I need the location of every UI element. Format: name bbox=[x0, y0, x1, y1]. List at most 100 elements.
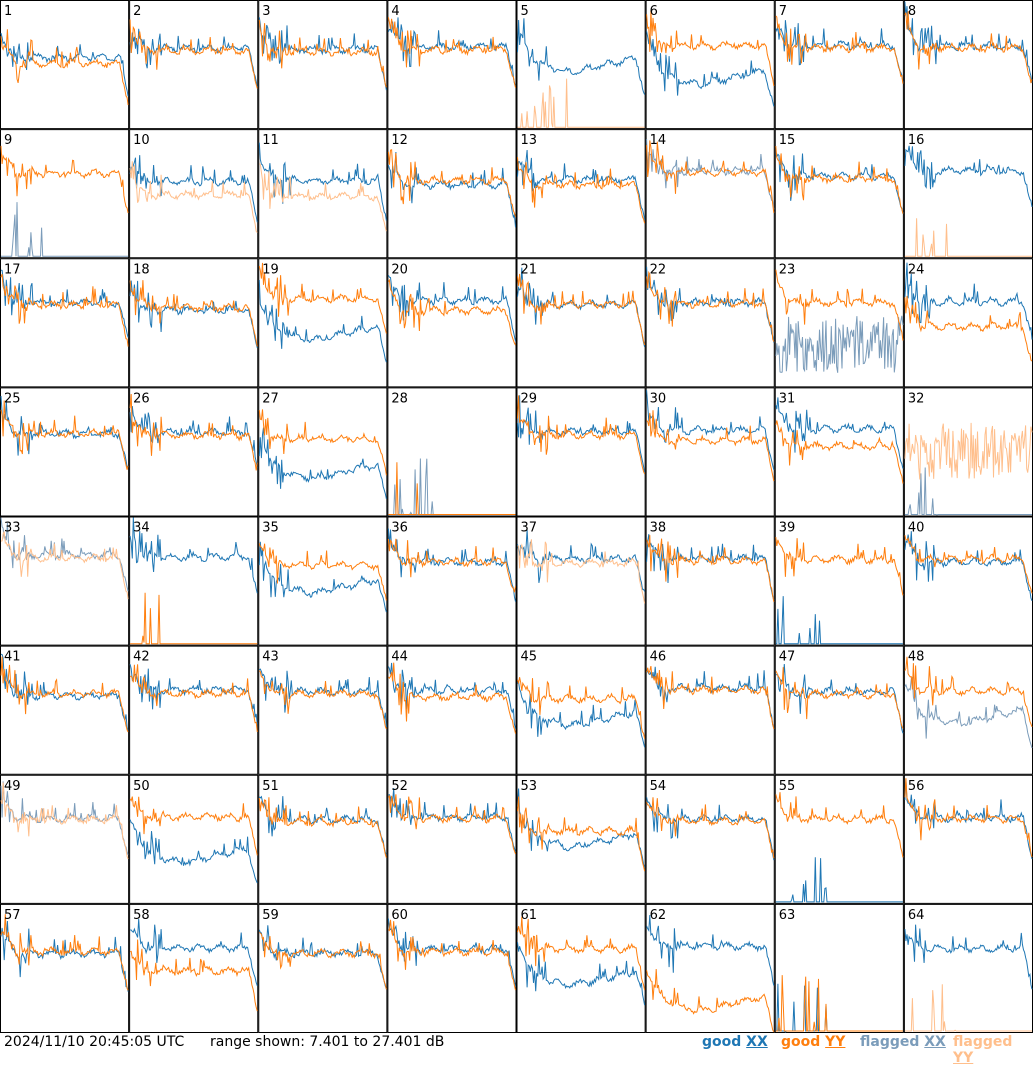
antenna-tile-62: 62 bbox=[645, 903, 775, 1033]
series-xx-good-ant-38 bbox=[646, 534, 775, 600]
tile-border bbox=[387, 0, 517, 130]
legend-flagged-yy: flagged YY bbox=[953, 1034, 1013, 1066]
antenna-label: 34 bbox=[133, 521, 150, 536]
series-yy-good-ant-28 bbox=[388, 462, 516, 515]
antenna-tile-47: 47 bbox=[774, 645, 904, 775]
series-xx-good-ant-47 bbox=[775, 663, 904, 734]
tile-border bbox=[645, 774, 775, 904]
antenna-label: 59 bbox=[262, 908, 279, 923]
series-yy-good-ant-15 bbox=[775, 145, 904, 214]
antenna-tile-63: 63 bbox=[774, 903, 904, 1033]
series-yy-good-ant-25 bbox=[0, 400, 129, 470]
antenna-label: 53 bbox=[521, 779, 538, 794]
tile-border bbox=[129, 903, 259, 1033]
series-xx-good-ant-52 bbox=[388, 788, 516, 852]
series-yy-good-ant-61 bbox=[517, 916, 646, 991]
series-yy-good-ant-7 bbox=[775, 15, 904, 84]
series-xx-good-ant-39 bbox=[775, 596, 903, 645]
antenna-label: 60 bbox=[391, 908, 408, 923]
antenna-tile-50: 50 bbox=[129, 774, 259, 904]
antenna-label: 44 bbox=[391, 650, 408, 665]
antenna-label: 5 bbox=[521, 4, 529, 19]
series-xx-good-ant-57 bbox=[0, 920, 129, 992]
antenna-label: 48 bbox=[908, 650, 925, 665]
antenna-label: 3 bbox=[262, 4, 270, 19]
tile-border bbox=[903, 774, 1033, 904]
antenna-tile-4: 4 bbox=[387, 0, 517, 130]
tile-border bbox=[516, 0, 646, 130]
tile-border bbox=[774, 774, 904, 904]
series-xx-good-ant-64 bbox=[904, 924, 1033, 990]
antenna-tile-21: 21 bbox=[516, 258, 646, 388]
series-xx-good-ant-6 bbox=[646, 31, 775, 107]
tile-border bbox=[0, 0, 130, 130]
series-xx-good-ant-10 bbox=[129, 155, 258, 223]
antenna-label: 41 bbox=[4, 650, 21, 665]
series-xx-good-ant-41 bbox=[0, 653, 129, 731]
tile-border bbox=[516, 387, 646, 517]
antenna-tile-22: 22 bbox=[645, 258, 775, 388]
antenna-label: 57 bbox=[4, 908, 21, 923]
tile-border bbox=[516, 129, 646, 259]
antenna-tile-41: 41 bbox=[0, 645, 130, 775]
antenna-label: 9 bbox=[4, 133, 12, 148]
antenna-tile-51: 51 bbox=[258, 774, 388, 904]
series-xx-good-ant-31 bbox=[775, 397, 904, 469]
tile-border bbox=[258, 645, 388, 775]
series-yy-good-ant-2 bbox=[129, 19, 258, 89]
antenna-tile-7: 7 bbox=[774, 0, 904, 130]
series-xx-good-ant-2 bbox=[129, 28, 258, 87]
antenna-label: 15 bbox=[779, 133, 796, 148]
antenna-label: 49 bbox=[4, 779, 21, 794]
series-xx-good-ant-61 bbox=[517, 942, 646, 1006]
series-xx-good-ant-45 bbox=[517, 680, 646, 748]
antenna-tile-3: 3 bbox=[258, 0, 388, 130]
series-yy-good-ant-39 bbox=[775, 537, 904, 596]
antenna-label: 58 bbox=[133, 908, 150, 923]
series-xx-good-ant-29 bbox=[517, 395, 646, 474]
antenna-label: 24 bbox=[908, 262, 925, 277]
antenna-label: 42 bbox=[133, 650, 150, 665]
series-xx-good-ant-24 bbox=[904, 262, 1033, 340]
antenna-label: 35 bbox=[262, 521, 279, 536]
antenna-label: 61 bbox=[521, 908, 538, 923]
series-yy-flagged-ant-32 bbox=[904, 422, 1033, 480]
tile-border bbox=[516, 903, 646, 1033]
series-xx-flagged-ant-48 bbox=[904, 676, 1033, 749]
series-yy-good-ant-59 bbox=[259, 932, 387, 990]
antenna-tile-24: 24 bbox=[903, 258, 1033, 388]
antenna-label: 51 bbox=[262, 779, 279, 794]
series-xx-good-ant-13 bbox=[517, 149, 646, 221]
series-xx-good-ant-30 bbox=[646, 390, 775, 470]
antenna-tile-29: 29 bbox=[516, 387, 646, 517]
series-yy-good-ant-44 bbox=[388, 662, 516, 734]
series-xx-good-ant-60 bbox=[387, 918, 516, 987]
antenna-tile-39: 39 bbox=[774, 516, 904, 646]
series-yy-flagged-ant-16 bbox=[904, 218, 1032, 257]
antenna-tile-20: 20 bbox=[387, 258, 517, 388]
antenna-tile-44: 44 bbox=[387, 645, 517, 775]
antenna-tile-15: 15 bbox=[774, 129, 904, 259]
tile-border bbox=[516, 645, 646, 775]
antenna-label: 31 bbox=[779, 391, 796, 406]
series-xx-flagged-ant-23 bbox=[775, 315, 904, 373]
legend-good-yy: good YY bbox=[781, 1034, 846, 1050]
antenna-tile-13: 13 bbox=[516, 129, 646, 259]
antenna-label: 64 bbox=[908, 908, 925, 923]
series-yy-flagged-ant-33 bbox=[0, 531, 129, 600]
tile-border bbox=[129, 258, 259, 388]
antenna-label: 63 bbox=[779, 908, 796, 923]
series-xx-good-ant-40 bbox=[904, 531, 1033, 601]
series-yy-flagged-ant-5 bbox=[517, 78, 645, 129]
antenna-tile-26: 26 bbox=[129, 387, 259, 517]
series-yy-good-ant-42 bbox=[129, 664, 258, 733]
antenna-label: 52 bbox=[391, 779, 408, 794]
series-yy-good-ant-20 bbox=[387, 278, 516, 346]
series-xx-good-ant-16 bbox=[904, 145, 1033, 207]
series-yy-good-ant-3 bbox=[258, 19, 387, 88]
series-xx-good-ant-25 bbox=[0, 395, 129, 468]
series-xx-good-ant-44 bbox=[387, 662, 516, 729]
tile-border bbox=[645, 903, 775, 1033]
antenna-tile-6: 6 bbox=[645, 0, 775, 130]
legend-flagged-xx: flagged XX bbox=[860, 1034, 946, 1050]
